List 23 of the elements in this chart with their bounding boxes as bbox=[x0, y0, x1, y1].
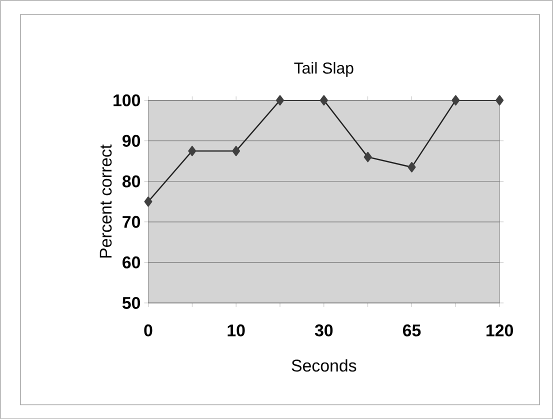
point bbox=[188, 146, 196, 156]
x-tick-label: 120 bbox=[486, 324, 513, 336]
point bbox=[232, 146, 240, 156]
y-tick-label: 50 bbox=[122, 296, 140, 309]
y-tick-label: 90 bbox=[122, 134, 140, 147]
point bbox=[320, 95, 328, 106]
y-tick-label: 60 bbox=[122, 256, 140, 268]
point bbox=[364, 152, 372, 162]
y-tick-label: 70 bbox=[122, 216, 140, 228]
chart-title: Tail Slap bbox=[294, 62, 354, 77]
x-tick-label: 0 bbox=[144, 324, 152, 336]
point bbox=[408, 162, 416, 172]
x-tick-label: 30 bbox=[314, 324, 333, 336]
y-tick-label: 80 bbox=[122, 175, 140, 188]
x-tick-label: 65 bbox=[402, 324, 421, 336]
x-axis-title: Seconds bbox=[292, 359, 356, 372]
point bbox=[144, 196, 152, 207]
point bbox=[452, 95, 460, 106]
x-tick-label: 10 bbox=[228, 324, 245, 336]
point bbox=[276, 95, 284, 106]
y-tick-label: 100 bbox=[114, 94, 140, 106]
y-axis-title: Percent correct bbox=[100, 144, 112, 258]
point bbox=[496, 95, 504, 106]
